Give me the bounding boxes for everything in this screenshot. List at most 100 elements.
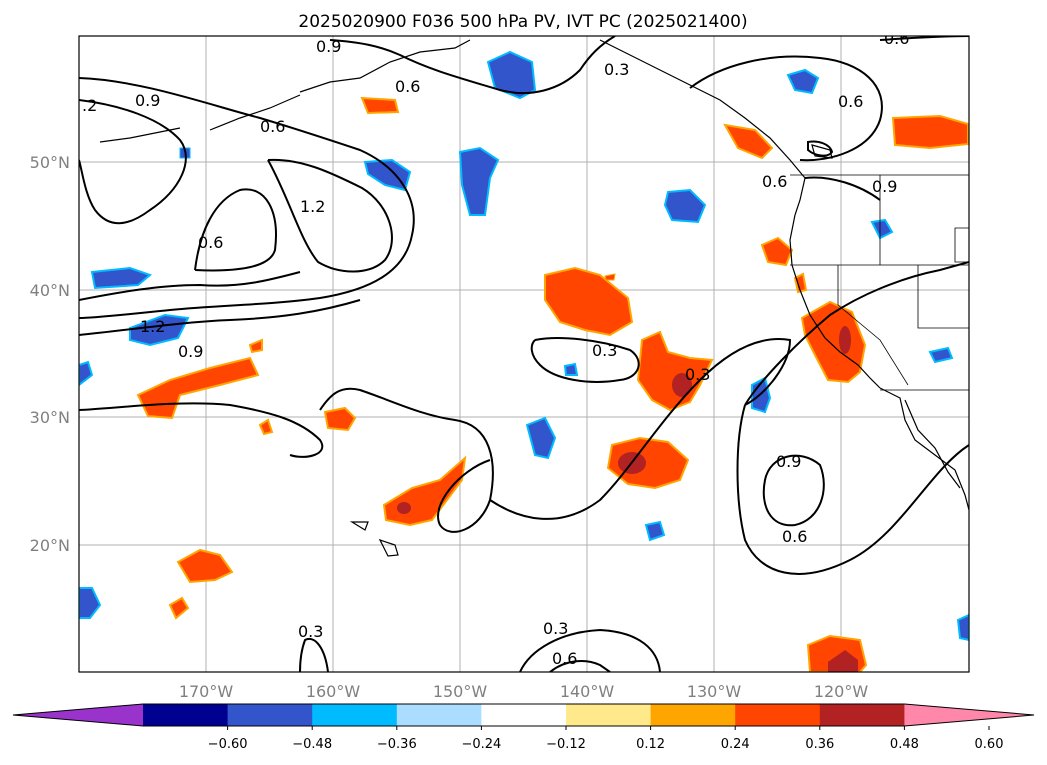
- anomaly-core: [672, 373, 692, 397]
- anomaly-blob: [168, 596, 190, 620]
- ivt-contours: [79, 36, 969, 672]
- anomaly-blob: [793, 272, 808, 294]
- anomaly-blob: [891, 114, 969, 150]
- anomaly-blob: [760, 236, 794, 267]
- contour-0.3-center: [319, 387, 494, 533]
- contour-label: 0.9: [178, 342, 203, 361]
- contour-label: 0.3: [604, 60, 629, 79]
- contour-label: 1.2: [140, 317, 165, 336]
- colorbar-segment: [650, 704, 736, 726]
- lat-label: 20°N: [30, 536, 70, 555]
- gulf-of-alaska-coast: [599, 39, 806, 216]
- anomaly-blob: [604, 273, 616, 281]
- contour-0.6-north: [79, 77, 415, 319]
- anomaly-blob: [636, 330, 714, 412]
- anomaly-blob: [870, 218, 894, 240]
- contour-label: 0.6: [782, 527, 807, 546]
- anomaly-core: [839, 326, 851, 354]
- lon-label: 150°W: [433, 682, 488, 701]
- anomaly-core: [397, 502, 411, 514]
- contour-label: 0.9: [316, 37, 341, 56]
- state-border: [954, 227, 969, 263]
- anomaly-blob: [363, 158, 412, 192]
- anomaly-blob: [360, 96, 400, 115]
- contour-0.9-coast: [804, 176, 881, 201]
- map-frame: [78, 35, 970, 673]
- anomaly-blob: [563, 362, 579, 376]
- colorbar-tick-label: 0.24: [721, 737, 750, 752]
- anomaly-blob: [786, 68, 820, 95]
- contour-label: 0.3: [592, 341, 617, 360]
- colorbar-tick-label: −0.24: [461, 737, 501, 752]
- anomaly-blob: [928, 346, 954, 364]
- colorbar-outline: [12, 703, 1035, 727]
- contour-0.9-south: [762, 454, 825, 527]
- contour-0.6-gulf: [689, 55, 883, 162]
- contour-labels: 0.9 0.6 .2 0.9 0.6 0.3 0.6 1.2 0.6 1.2 0…: [82, 29, 909, 668]
- anomaly-core: [828, 650, 858, 672]
- colorbar-extend-max: [904, 704, 1034, 726]
- contour-0.6-south-center: [549, 659, 611, 672]
- contour-label: 0.6: [198, 233, 223, 252]
- lon-label: 130°W: [687, 682, 742, 701]
- contour-0.3-coast: [744, 261, 969, 406]
- contour-1.2-west: [79, 271, 301, 301]
- anomaly-blob: [458, 146, 500, 216]
- contour-label: 0.3: [298, 622, 323, 641]
- anomaly-blob: [323, 406, 357, 432]
- anomaly-blob: [258, 418, 274, 436]
- anomaly-blob: [79, 360, 94, 387]
- anomaly-blob: [723, 123, 774, 160]
- colorbar-segment: [566, 704, 652, 726]
- anomaly-blob: [176, 548, 234, 584]
- gulf-of-california-coast: [904, 399, 961, 489]
- colorbar-tick-label: 0.12: [636, 737, 665, 752]
- alaska-peninsula-coast: [299, 39, 471, 93]
- contour-label: 0.6: [838, 92, 863, 111]
- contour-small-loop: [807, 140, 834, 157]
- hawaii-islands: [378, 538, 399, 557]
- colorbar-segment: [735, 704, 821, 726]
- anomaly-blob: [663, 188, 707, 224]
- anomaly-blob: [90, 266, 152, 290]
- contour-0.9-nw: [79, 99, 187, 225]
- colorbar-tick-label: −0.12: [546, 737, 586, 752]
- contour-label: 0.9: [135, 91, 160, 110]
- contour-0.3-south: [299, 637, 329, 672]
- contour-0.9-west: [79, 299, 361, 336]
- aleutian-islands: [209, 94, 301, 131]
- borders: [790, 174, 969, 391]
- negative-anomaly-shading: [79, 50, 969, 642]
- longitude-labels: 170°W 160°W 150°W 140°W 130°W 120°W: [179, 682, 869, 701]
- anomaly-blob: [129, 313, 190, 347]
- contour-label: 0.9: [776, 452, 801, 471]
- colorbar-segment: [312, 704, 398, 726]
- lon-label: 140°W: [560, 682, 615, 701]
- lat-label: 40°N: [30, 281, 70, 300]
- lat-label: 30°N: [30, 408, 70, 427]
- contour-0.9-north: [329, 36, 616, 94]
- latitude-labels: 50°N 40°N 30°N 20°N: [30, 153, 70, 555]
- colorbar-tick-label: −0.36: [377, 737, 417, 752]
- contour-label: 0.6: [395, 77, 420, 96]
- colorbar-segment: [143, 704, 229, 726]
- lon-label: 160°W: [306, 682, 361, 701]
- anomaly-blob: [544, 266, 634, 337]
- colorbar-tick-label: 0.60: [975, 737, 1004, 752]
- chart-title: 2025020900 F036 500 hPa PV, IVT PC (2025…: [298, 12, 747, 32]
- contour-label: 0.6: [884, 29, 909, 48]
- anomaly-blob: [644, 520, 666, 542]
- anomaly-blob: [248, 338, 263, 354]
- contour-label: .2: [82, 96, 97, 115]
- colorbar: −0.60 −0.48 −0.36 −0.24 −0.12 0.12 0.24 0.36 0.4…: [12, 703, 1035, 752]
- contour-label: 0.3: [543, 619, 568, 638]
- lon-label: 120°W: [814, 682, 869, 701]
- lon-label: 170°W: [179, 682, 234, 701]
- california-nevada-border: [837, 265, 909, 386]
- contour-label: 0.6: [552, 649, 577, 668]
- colorbar-segment: [819, 704, 905, 726]
- colorbar-segment: [396, 704, 482, 726]
- colorbar-segment: [481, 704, 567, 726]
- colorbar-extend-min: [13, 704, 143, 726]
